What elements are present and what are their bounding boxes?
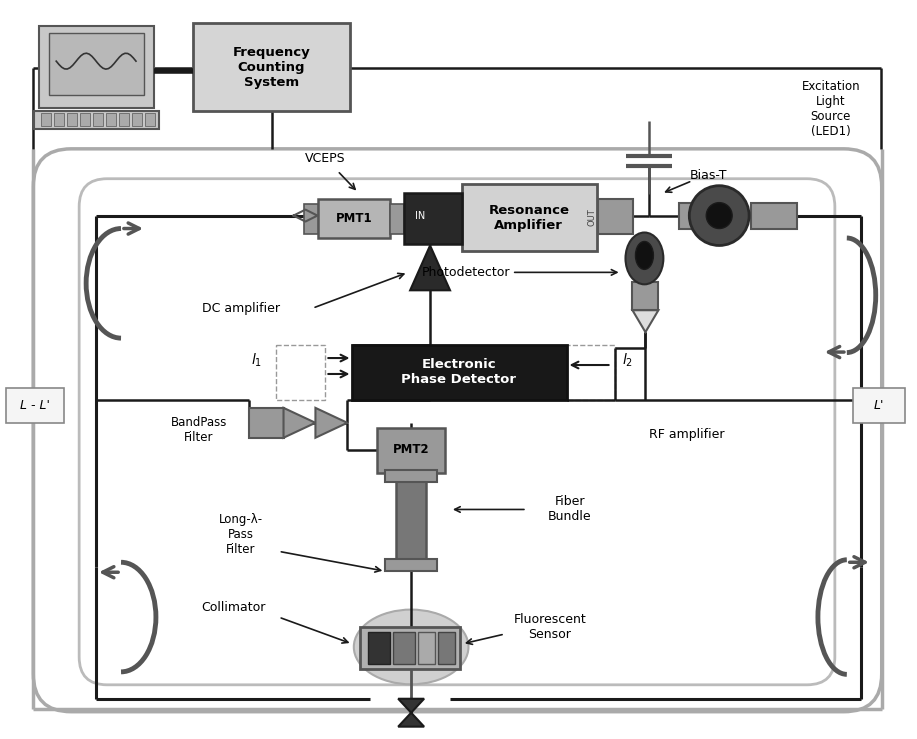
Text: IN: IN bbox=[415, 211, 425, 220]
Bar bbox=[598, 199, 634, 234]
Bar bbox=[275, 345, 326, 400]
Text: Fluorescent
Sensor: Fluorescent Sensor bbox=[514, 613, 586, 641]
Bar bbox=[462, 184, 597, 251]
Bar bbox=[360, 627, 460, 669]
Text: VCEPS: VCEPS bbox=[305, 152, 346, 166]
Polygon shape bbox=[315, 408, 348, 437]
Polygon shape bbox=[410, 245, 450, 290]
Bar bbox=[54, 113, 64, 126]
Text: BandPass
Filter: BandPass Filter bbox=[171, 416, 227, 444]
Bar bbox=[418, 632, 435, 664]
Polygon shape bbox=[633, 310, 658, 332]
Bar bbox=[94, 113, 103, 126]
Bar bbox=[193, 24, 350, 111]
Ellipse shape bbox=[354, 610, 469, 684]
Ellipse shape bbox=[625, 233, 663, 285]
Bar bbox=[391, 204, 404, 234]
Text: PMT1: PMT1 bbox=[336, 212, 372, 225]
Polygon shape bbox=[283, 408, 315, 437]
Text: L - L': L - L' bbox=[20, 399, 50, 412]
Text: $l_2$: $l_2$ bbox=[622, 351, 633, 369]
Text: Frequency
Counting
System: Frequency Counting System bbox=[233, 46, 311, 89]
Bar bbox=[34, 111, 159, 129]
Text: $l_1$: $l_1$ bbox=[251, 351, 262, 369]
Circle shape bbox=[690, 185, 749, 245]
Bar bbox=[80, 113, 90, 126]
Bar bbox=[853, 388, 905, 423]
Text: Bias-T: Bias-T bbox=[690, 169, 727, 183]
Bar bbox=[352, 345, 567, 400]
Bar bbox=[385, 559, 437, 571]
Bar bbox=[67, 113, 77, 126]
Text: Photodetector: Photodetector bbox=[421, 266, 510, 279]
Bar bbox=[119, 113, 129, 126]
Bar bbox=[377, 428, 445, 473]
Text: Electronic
Phase Detector: Electronic Phase Detector bbox=[402, 358, 516, 386]
Bar bbox=[39, 27, 154, 108]
Bar bbox=[6, 388, 64, 423]
Bar bbox=[396, 473, 426, 562]
Bar bbox=[404, 193, 462, 245]
Bar bbox=[633, 282, 658, 310]
Bar bbox=[385, 469, 437, 482]
Bar bbox=[50, 33, 144, 95]
Bar bbox=[106, 113, 116, 126]
Polygon shape bbox=[398, 699, 424, 726]
Text: L': L' bbox=[874, 399, 884, 412]
Bar bbox=[369, 632, 391, 664]
Bar bbox=[41, 113, 51, 126]
Circle shape bbox=[706, 202, 732, 228]
Bar bbox=[679, 202, 709, 228]
Ellipse shape bbox=[635, 242, 654, 270]
Bar bbox=[145, 113, 155, 126]
Bar bbox=[393, 632, 415, 664]
Text: Long-λ-
Pass
Filter: Long-λ- Pass Filter bbox=[218, 513, 263, 556]
Text: Resonance
Amplifier: Resonance Amplifier bbox=[488, 203, 569, 231]
Text: DC amplifier: DC amplifier bbox=[202, 302, 280, 315]
Bar bbox=[249, 408, 283, 437]
Bar bbox=[751, 202, 797, 228]
Text: OUT: OUT bbox=[587, 208, 596, 226]
Text: Collimator: Collimator bbox=[202, 601, 266, 613]
Text: Fiber
Bundle: Fiber Bundle bbox=[547, 495, 591, 523]
Bar bbox=[318, 199, 391, 239]
Bar bbox=[132, 113, 142, 126]
Bar bbox=[565, 345, 614, 400]
Text: RF amplifier: RF amplifier bbox=[649, 429, 725, 441]
Text: PMT2: PMT2 bbox=[392, 443, 429, 456]
Text: Excitation
Light
Source
(LED1): Excitation Light Source (LED1) bbox=[801, 80, 860, 138]
Bar bbox=[438, 632, 455, 664]
Bar bbox=[304, 204, 318, 234]
